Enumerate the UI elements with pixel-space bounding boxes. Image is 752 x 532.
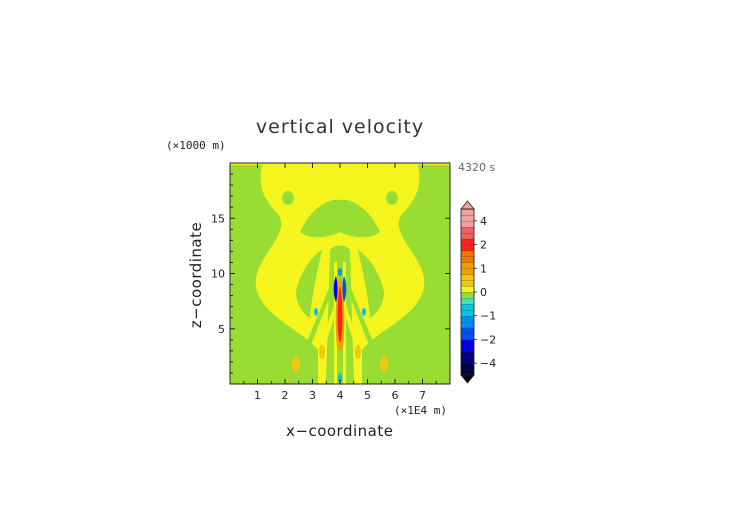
y-tick-label: 15: [211, 212, 225, 225]
colorbar-tick-label: −2: [480, 333, 496, 346]
contour-region: [296, 250, 322, 318]
contour-region: [306, 286, 333, 348]
colorbar-segment: [460, 214, 475, 222]
velocity-field: [230, 163, 450, 384]
contour-region: [386, 191, 398, 205]
x-tick-label: 7: [419, 389, 426, 402]
contour-region: [341, 300, 362, 356]
colorbar-segment: [460, 250, 475, 257]
colorbar-segment: [460, 327, 475, 335]
chart-title: vertical velocity: [255, 116, 425, 138]
x-tick-label: 1: [254, 389, 261, 402]
x-tick-label: 6: [392, 389, 399, 402]
colorbar-segment: [460, 315, 475, 323]
colorbar-segment: [460, 291, 475, 299]
colorbar-segment: [460, 345, 475, 352]
x-tick-label: 2: [282, 389, 289, 402]
colorbar-extend-top: [460, 200, 475, 210]
contour-region: [380, 356, 388, 372]
x-axis-unit-label: (×1E4 m): [394, 404, 447, 417]
colorbar-segment: [460, 232, 475, 240]
y-axis-label: z−coordinate: [187, 221, 205, 329]
colorbar-segment: [460, 280, 475, 287]
contour-region: [333, 276, 338, 302]
colorbar-extend-bottom: [460, 374, 475, 384]
contour-region: [338, 373, 342, 383]
x-axis-ticks: 1 2 3 4 5 6 7: [243, 163, 437, 402]
colorbar-segment: [460, 220, 475, 228]
colorbar-segment: [460, 368, 475, 376]
colorbar-segment: [460, 285, 475, 293]
y-tick-label: 10: [211, 268, 225, 281]
colorbar-segment: [460, 309, 475, 317]
colorbar-segment: [460, 226, 475, 234]
colorbar-segment: [460, 268, 475, 275]
x-tick-label: 5: [364, 389, 371, 402]
colorbar-segment: [460, 262, 475, 269]
colorbar-segment: [460, 256, 475, 263]
x-tick-label: 4: [337, 389, 344, 402]
colorbar-segment: [460, 238, 475, 246]
contour-region: [319, 345, 325, 359]
colorbar-segment: [460, 321, 475, 329]
contour-region: [358, 250, 384, 318]
contour-region: [300, 199, 380, 238]
colorbar-segment: [460, 363, 475, 370]
contour-region: [362, 165, 450, 384]
colorbar-segment: [460, 339, 475, 346]
contour-region: [355, 345, 361, 359]
contour-region: [314, 308, 318, 316]
colorbar-tick-label: 4: [480, 215, 487, 228]
contour-region: [282, 191, 294, 205]
y-tick-label: 5: [218, 323, 225, 336]
colorbar-segment: [460, 274, 475, 281]
colorbar-tick-label: 0: [480, 286, 487, 299]
x-axis-label: x−coordinate: [286, 422, 394, 440]
colorbar-segment: [460, 303, 475, 311]
x-tick-label: 3: [309, 389, 316, 402]
colorbar-tick-label: 1: [480, 262, 487, 275]
contour-region: [338, 268, 342, 276]
contour-region: [362, 308, 366, 316]
colorbar-segment: [460, 208, 475, 216]
colorbar-segment: [460, 357, 475, 364]
contour-region: [318, 300, 339, 356]
colorbar-tick-label: −4: [480, 357, 496, 370]
contour-region: [337, 286, 343, 343]
contour-region: [230, 165, 318, 384]
y-axis-unit-label: (×1000 m): [166, 139, 226, 152]
time-label: 4320 s: [458, 161, 496, 174]
colorbar-tick-label: 2: [480, 239, 487, 252]
colorbar-segment: [460, 351, 475, 358]
colorbar-segment: [460, 297, 475, 305]
colorbar-segment: [460, 244, 475, 252]
contour-region: [292, 356, 300, 372]
contour-region: [347, 286, 374, 348]
contour-region: [342, 276, 347, 302]
colorbar: 4 2 1 0 −1 −2 −4: [460, 200, 496, 384]
colorbar-tick-label: −1: [480, 310, 496, 323]
colorbar-segment: [460, 333, 475, 340]
y-axis-ticks: 5 10 15: [211, 173, 450, 374]
